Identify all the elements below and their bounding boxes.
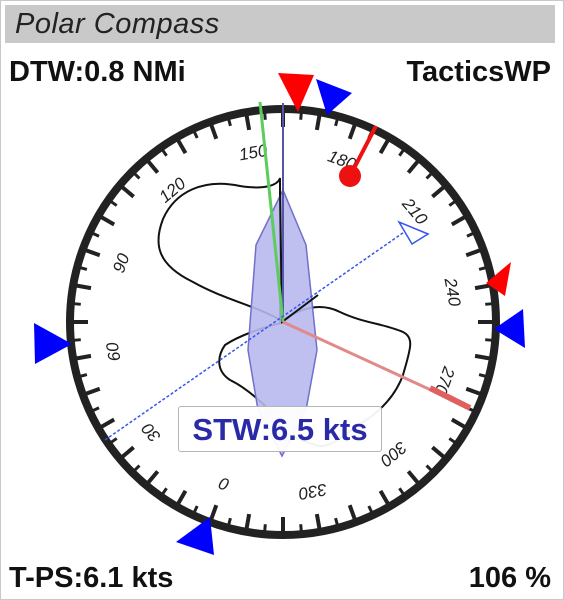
- dial-tick: [465, 247, 484, 258]
- dial-tick: [208, 121, 219, 140]
- dial-tick: [378, 136, 392, 155]
- dial-tick: [378, 489, 392, 508]
- dial-tick: [174, 489, 188, 508]
- dial-tick: [244, 111, 252, 131]
- red-top-marker-icon: [278, 73, 314, 112]
- dial-tick: [478, 265, 490, 271]
- dial-tick: [431, 183, 448, 199]
- blue-top-marker-icon: [316, 79, 352, 115]
- wind-needle-dot: [339, 165, 361, 187]
- dial-tick: [425, 464, 435, 474]
- dial-tick: [131, 464, 141, 474]
- red-right-marker-icon: [486, 262, 511, 296]
- dial-label-30: 30: [138, 419, 165, 446]
- blue-right-marker-icon: [494, 309, 525, 348]
- pink-course-line-edge: [428, 385, 472, 411]
- dial-tick: [70, 338, 81, 343]
- dial-tick: [398, 146, 407, 157]
- dial-tick: [244, 513, 252, 533]
- dial-label-240: 240: [440, 276, 464, 309]
- dtw-readout: DTW:0.8 NMi: [9, 56, 186, 88]
- dial-tick: [174, 136, 188, 155]
- dial-tick: [89, 230, 100, 238]
- dial-ticks: [70, 109, 496, 535]
- dial-tick: [118, 183, 135, 199]
- dial-tick: [314, 111, 322, 131]
- blue-left-marker-icon: [34, 323, 72, 364]
- dial-tick: [144, 470, 160, 487]
- dial-tick: [118, 445, 135, 461]
- dial-label-150: 150: [238, 141, 270, 165]
- percent-readout: 106 %: [468, 562, 551, 594]
- dial-tick: [466, 230, 477, 238]
- dial-label-60: 60: [103, 340, 125, 362]
- dial-tick: [262, 524, 267, 535]
- dial-tick: [226, 115, 232, 127]
- dial-tick: [485, 338, 496, 343]
- dial-tick: [72, 353, 92, 361]
- dial-tick: [159, 487, 168, 498]
- dial-tick: [347, 121, 358, 140]
- dial-tick: [465, 386, 484, 397]
- dial-tick: [314, 513, 322, 533]
- dial-tick: [191, 505, 199, 516]
- dial-tick: [334, 115, 340, 127]
- dial-tick: [485, 301, 496, 306]
- stw-box: STW:6.5 kts: [178, 406, 382, 452]
- dial-tick: [76, 265, 88, 271]
- dial-tick: [406, 157, 422, 174]
- dial-tick: [478, 373, 490, 379]
- dial-tick: [107, 437, 118, 446]
- dial-tick: [191, 128, 199, 139]
- dial-tick: [72, 283, 92, 291]
- dial-tick: [299, 109, 304, 120]
- dial-label-120: 120: [155, 173, 189, 206]
- instrument-title: Polar Compass: [15, 8, 220, 40]
- dial-tick: [425, 170, 435, 180]
- polar-curve: [157, 177, 412, 448]
- dial-tick: [76, 373, 88, 379]
- dial-tick: [347, 504, 358, 523]
- dial-tick: [82, 247, 101, 258]
- dial-tick: [406, 470, 422, 487]
- waypoint-name: TacticsWP: [406, 56, 551, 88]
- dial-tick: [299, 524, 304, 535]
- dial-tick: [97, 213, 116, 227]
- dial-label-0: 0: [216, 473, 232, 494]
- dial-tick: [262, 109, 267, 120]
- blue-bottom-marker-icon: [176, 517, 214, 555]
- dial-tick: [208, 504, 219, 523]
- dial-tick: [431, 445, 448, 461]
- dial-tick: [448, 437, 459, 446]
- title-bar[interactable]: Polar Compass: [5, 5, 555, 43]
- dial-tick: [144, 157, 160, 174]
- dial-tick: [474, 353, 494, 361]
- dial-tick: [82, 386, 101, 397]
- dial-tick: [107, 198, 118, 207]
- waypoint-direction-line: [104, 227, 411, 441]
- waypoint-arrow-icon: [397, 220, 430, 246]
- dial-label-90: 90: [109, 251, 134, 276]
- dial-tick: [159, 146, 168, 157]
- dial-tick: [367, 505, 375, 516]
- speed-polygon: [247, 188, 318, 458]
- dial-tick: [131, 170, 141, 180]
- dial-tick: [97, 417, 116, 431]
- dial-tick: [70, 301, 81, 306]
- dial-label-330: 330: [297, 480, 329, 504]
- dial-tick: [398, 487, 407, 498]
- dial-tick: [89, 406, 100, 414]
- dial-tick: [226, 517, 232, 529]
- tps-readout: T-PS:6.1 kts: [9, 562, 174, 594]
- green-wind-line: [258, 101, 285, 323]
- dial-tick: [334, 517, 340, 529]
- dial-tick: [450, 417, 469, 431]
- dial-tick: [448, 198, 459, 207]
- stw-readout: STW:6.5 kts: [192, 412, 368, 447]
- dial-tick: [450, 213, 469, 227]
